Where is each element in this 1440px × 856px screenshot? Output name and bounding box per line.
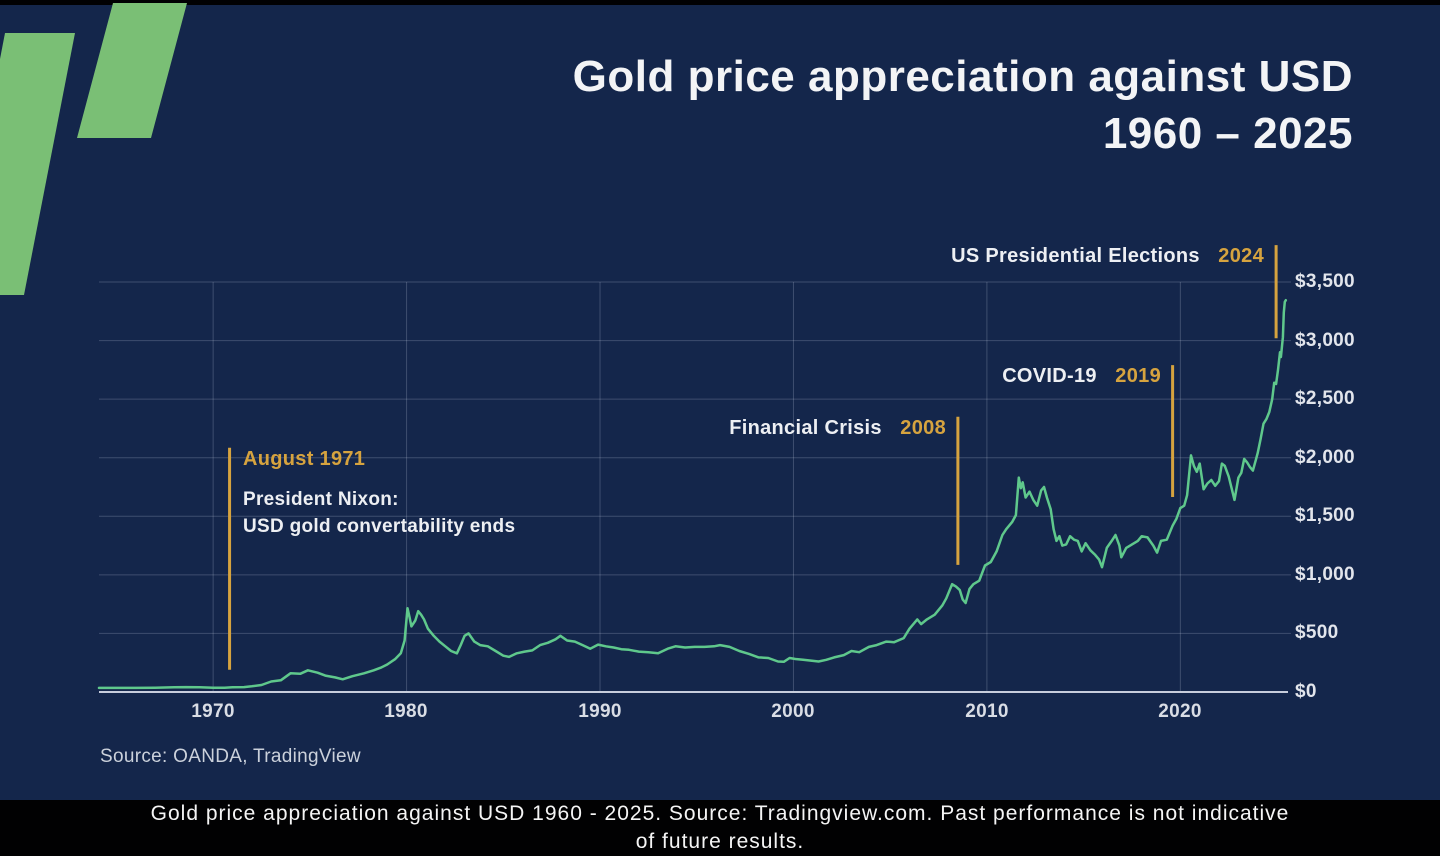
caption-line-1: Gold price appreciation against USD 1960… <box>150 802 1290 825</box>
y-tick-label-500: $500 <box>1295 622 1339 643</box>
x-tick-label-2000: 2000 <box>771 701 815 722</box>
annotation-us-elections: US Presidential Elections 2024 <box>951 245 1264 268</box>
x-tick-label-1970: 1970 <box>191 701 235 722</box>
annotation-covid-19: COVID-19 2019 <box>1002 365 1161 388</box>
y-tick-label-1500: $1,500 <box>1295 505 1355 526</box>
annotation-august-1971-line1: President Nixon: <box>243 489 399 510</box>
caption-bar: Gold price appreciation against USD 1960… <box>0 800 1440 856</box>
gold-price-line-chart <box>97 245 1291 693</box>
page-title: Gold price appreciation against USD 1960… <box>573 48 1353 162</box>
y-tick-label-3000: $3,000 <box>1295 330 1355 351</box>
x-tick-label-1980: 1980 <box>384 701 428 722</box>
x-tick-label-1990: 1990 <box>578 701 622 722</box>
y-tick-label-1000: $1,000 <box>1295 564 1355 585</box>
brand-logo-green-shapes <box>0 3 187 295</box>
logo-bar-tall <box>0 33 75 295</box>
annotation-financial-crisis-label: Financial Crisis <box>729 417 882 439</box>
y-tick-label-0: $0 <box>1295 681 1317 702</box>
annotation-august-1971-title: August 1971 <box>243 448 366 470</box>
annotation-financial-crisis-year: 2008 <box>900 417 946 439</box>
x-tick-label-2010: 2010 <box>965 701 1009 722</box>
title-line-2: 1960 – 2025 <box>1102 109 1353 158</box>
x-tick-label-2020: 2020 <box>1158 701 1202 722</box>
annotation-august-1971-line2: USD gold convertability ends <box>243 516 516 537</box>
annotation-covid-19-label: COVID-19 <box>1002 365 1097 387</box>
annotation-august-1971: August 1971 President Nixon: USD gold co… <box>243 448 515 540</box>
top-black-bar <box>0 0 1440 5</box>
source-note: Source: OANDA, TradingView <box>100 746 361 767</box>
y-tick-label-3500: $3,500 <box>1295 271 1355 292</box>
annotation-financial-crisis: Financial Crisis 2008 <box>729 417 946 440</box>
y-tick-label-2000: $2,000 <box>1295 447 1355 468</box>
logo-bar-short <box>77 3 187 138</box>
title-line-1: Gold price appreciation against USD <box>572 52 1353 101</box>
caption-line-2: of future results. <box>635 830 805 853</box>
annotation-us-elections-label: US Presidential Elections <box>951 245 1200 267</box>
annotation-us-elections-year: 2024 <box>1218 245 1264 267</box>
annotation-covid-19-year: 2019 <box>1115 365 1161 387</box>
y-tick-label-2500: $2,500 <box>1295 388 1355 409</box>
